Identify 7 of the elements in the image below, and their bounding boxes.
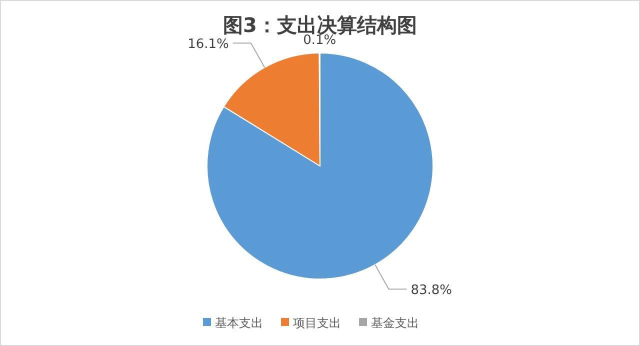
legend-label: 项目支出 xyxy=(293,316,341,330)
legend-label: 基本支出 xyxy=(215,316,263,330)
pie-slice xyxy=(206,52,434,280)
data-label: 16.1% xyxy=(188,37,229,52)
legend-label: 基金支出 xyxy=(371,316,419,330)
data-label: 83.8% xyxy=(410,283,452,298)
data-label: 0.1% xyxy=(303,33,336,48)
